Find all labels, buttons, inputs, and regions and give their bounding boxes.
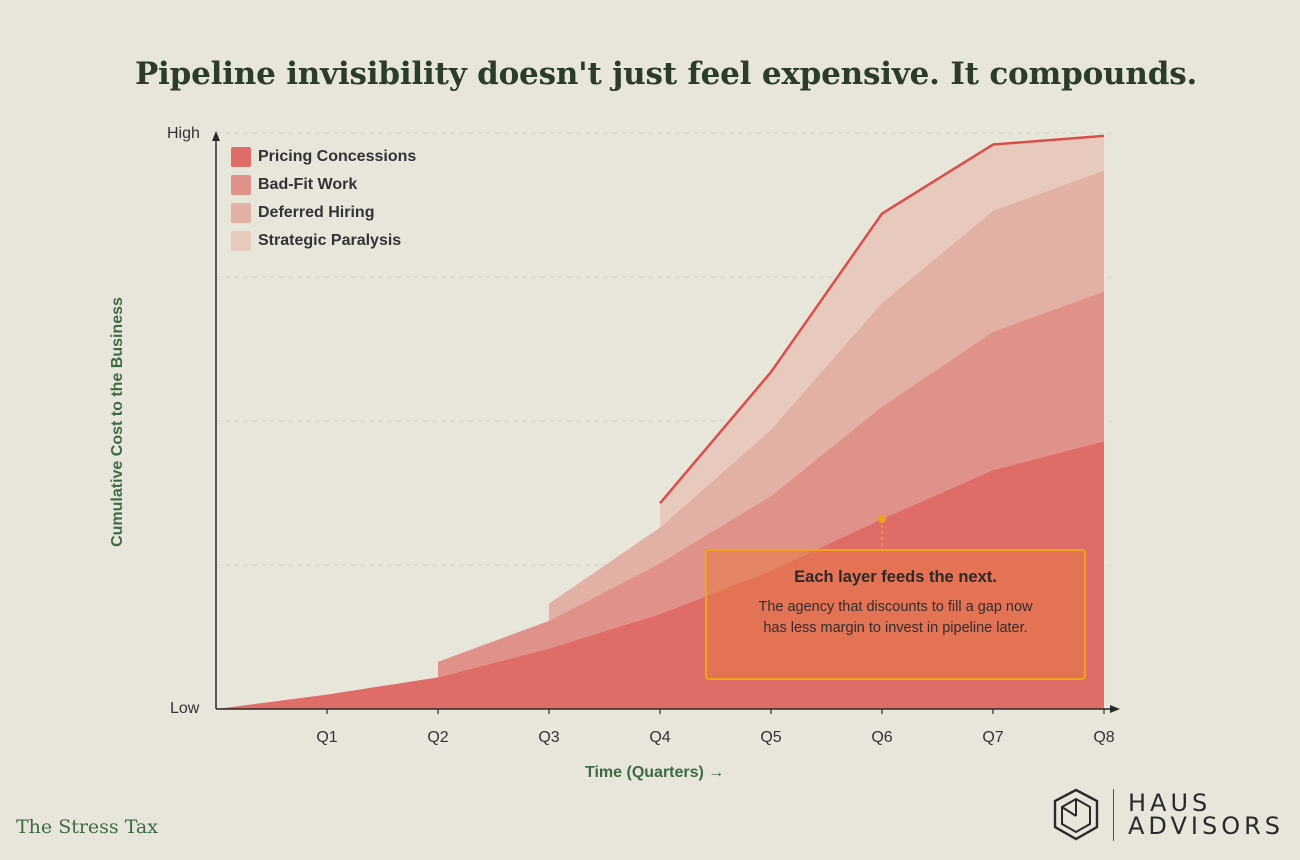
annotation-dot — [878, 514, 886, 523]
legend-swatch — [231, 203, 251, 223]
haus-advisors-logo: HAUS ADVISORS — [1052, 786, 1292, 844]
area-strategic-paralysis — [660, 135, 1104, 528]
total-outline — [659, 134, 1105, 505]
legend-item-strategic-paralysis: Strategic Paralysis — [231, 227, 416, 255]
callout-body: The agency that discounts to fill a gap … — [758, 599, 1033, 636]
legend-label: Pricing Concessions — [258, 148, 417, 165]
legend-swatch — [231, 231, 251, 251]
x-axis-arrow — [1110, 705, 1120, 713]
legend-label: Bad-Fit Work — [258, 176, 358, 193]
y-axis-arrow — [212, 131, 220, 141]
legend-label: Deferred Hiring — [258, 204, 375, 221]
legend-swatch — [231, 175, 251, 195]
x-tick-labels: Q1 Q2 Q3 Q4 Q5 Q6 Q7 Q8 — [316, 709, 1115, 746]
y-tick-low: Low — [170, 700, 200, 717]
legend-item-bad-fit-work: Bad-Fit Work — [231, 171, 416, 199]
legend-swatch — [231, 147, 251, 167]
x-tick-label: Q4 — [649, 729, 670, 746]
x-tick-label: Q2 — [427, 729, 448, 746]
y-axis-label: Cumulative Cost to the Business — [109, 297, 126, 547]
x-tick-label: Q3 — [538, 729, 559, 746]
logo-line-1: HAUS — [1128, 789, 1212, 817]
x-tick-label: Q7 — [982, 729, 1003, 746]
area-bad-fit-work — [438, 291, 1104, 678]
annotation-marker — [878, 514, 886, 549]
x-tick-label: Q8 — [1093, 729, 1114, 746]
x-axis-label: Time (Quarters) → — [585, 764, 725, 781]
chart-title: Pipeline invisibility doesn't just feel … — [134, 56, 1198, 92]
x-tick-label: Q1 — [316, 729, 337, 746]
axes — [212, 131, 1120, 713]
y-tick-high: High — [167, 125, 200, 142]
legend: Pricing Concessions Bad-Fit Work Deferre… — [231, 143, 416, 255]
total-cost-line — [659, 134, 1105, 505]
legend-item-deferred-hiring: Deferred Hiring — [231, 199, 416, 227]
legend-item-pricing-concessions: Pricing Concessions — [231, 143, 416, 171]
callout-title: Each layer feeds the next. — [794, 568, 997, 586]
brand-name: The Stress Tax — [16, 816, 158, 838]
legend-label: Strategic Paralysis — [258, 232, 402, 249]
logo-line-2: ADVISORS — [1128, 812, 1285, 840]
logo-text: HAUS ADVISORS — [1128, 789, 1285, 840]
x-tick-label: Q5 — [760, 729, 781, 746]
area-deferred-hiring — [549, 170, 1104, 621]
house-hexagon-icon — [1053, 788, 1114, 841]
x-tick-label: Q6 — [871, 729, 892, 746]
annotation-callout: Each layer feeds the next. The agency th… — [705, 549, 1086, 680]
